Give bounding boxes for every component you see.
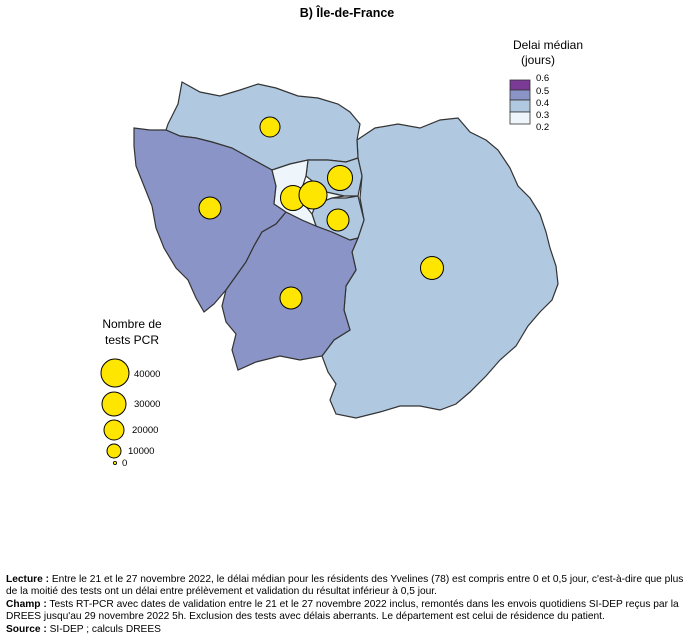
- map-title: B) Île-de-France: [299, 6, 395, 20]
- color-swatch-2: [509, 89, 531, 101]
- footnote-source: Source : SI-DEP ; calculs DREES: [6, 624, 690, 636]
- footnote: Lecture : Entre le 21 et le 27 novembre …: [6, 574, 690, 636]
- bubble-75: [298, 180, 328, 210]
- color-legend-title-1: Delai médian: [513, 38, 583, 52]
- bubble-94: [326, 208, 350, 232]
- color-legend: Delai médian (jours) 0.6 0.5 0.4 0.3 0.2: [509, 38, 583, 133]
- size-legend-bubble-4: [106, 443, 122, 459]
- color-tick-4: 0.3: [536, 110, 549, 121]
- lecture-label: Lecture :: [6, 574, 50, 585]
- champ-text: Tests RT-PCR avec dates de validation en…: [6, 598, 679, 623]
- source-label: Source :: [6, 623, 47, 635]
- size-legend-bubble-3: [103, 419, 125, 441]
- footnote-champ: Champ : Tests RT-PCR avec dates de valid…: [6, 599, 690, 624]
- size-legend-label-5: 0: [122, 458, 127, 469]
- size-legend-title-1: Nombre de: [102, 317, 162, 331]
- color-swatch-1: [509, 79, 531, 91]
- size-legend-title-2: tests PCR: [105, 333, 159, 347]
- color-tick-1: 0.6: [536, 73, 549, 84]
- color-tick-5: 0.2: [536, 122, 549, 133]
- champ-label: Champ :: [6, 598, 47, 610]
- size-legend: Nombre de tests PCR 40000 30000 20000 10…: [100, 317, 162, 469]
- source-text: SI-DEP ; calculs DREES: [46, 623, 161, 635]
- color-tick-2: 0.5: [536, 86, 549, 97]
- color-tick-3: 0.4: [536, 98, 549, 109]
- bubble-95: [259, 116, 281, 138]
- color-swatch-4: [509, 111, 531, 125]
- size-legend-label-3: 20000: [132, 425, 158, 436]
- bubble-78: [198, 196, 222, 220]
- bubble-93: [327, 165, 353, 191]
- size-legend-bubble-1: [100, 358, 130, 388]
- bubble-91: [279, 286, 303, 310]
- size-legend-label-2: 30000: [134, 399, 160, 410]
- size-legend-bubble-5: [113, 460, 118, 465]
- color-swatch-3: [509, 99, 531, 113]
- lecture-text: Entre le 21 et le 27 novembre 2022, le d…: [6, 574, 684, 598]
- size-legend-label-4: 10000: [128, 446, 154, 457]
- bubble-layer: [198, 116, 444, 310]
- size-legend-bubble-2: [101, 391, 127, 417]
- footnote-lecture: Lecture : Entre le 21 et le 27 novembre …: [6, 574, 690, 599]
- size-legend-label-1: 40000: [134, 369, 160, 380]
- ile-de-france-map: Delai médian (jours) 0.6 0.5 0.4 0.3 0.2…: [100, 38, 583, 469]
- color-legend-title-2: (jours): [521, 53, 555, 67]
- bubble-77: [420, 256, 444, 280]
